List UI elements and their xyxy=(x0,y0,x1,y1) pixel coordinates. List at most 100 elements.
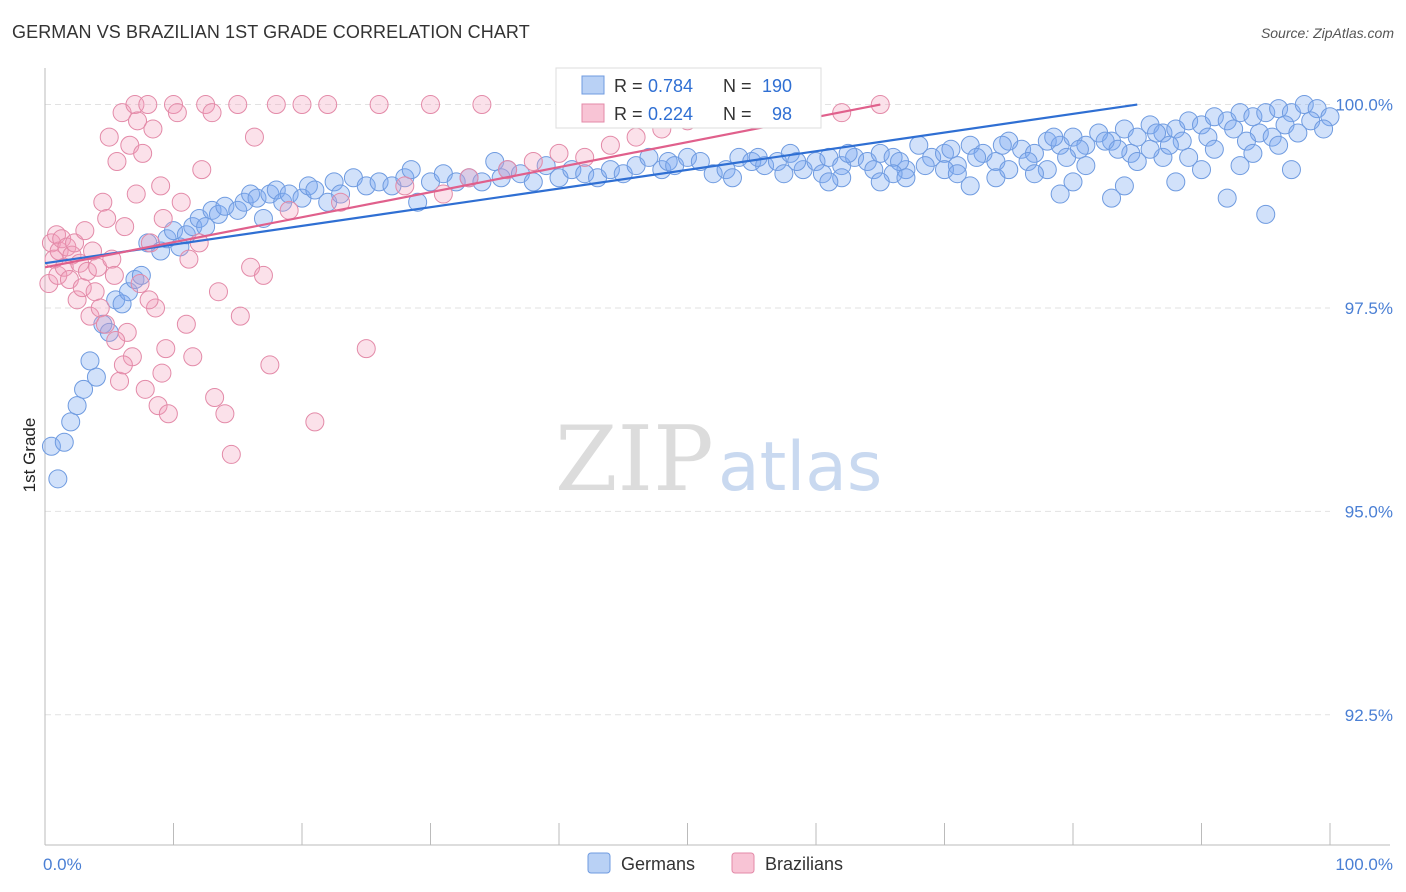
trend-lines xyxy=(44,103,1138,269)
brazilian-point xyxy=(167,103,187,123)
german-point xyxy=(941,139,961,159)
legend-swatch-germans xyxy=(581,75,605,95)
legend-bottom-germans: Germans xyxy=(621,854,695,874)
german-point xyxy=(1192,160,1211,180)
x-tick-label-1: 100.0% xyxy=(1335,855,1393,874)
german-point xyxy=(1063,172,1083,192)
german-point xyxy=(41,436,61,456)
german-point xyxy=(870,172,890,192)
brazilian-point xyxy=(395,176,415,196)
german-point xyxy=(838,143,858,163)
german-point xyxy=(1172,131,1192,151)
brazilian-point xyxy=(106,331,126,351)
y-tick-label-1: 97.5% xyxy=(1345,299,1393,318)
german-point xyxy=(401,160,421,180)
german-point xyxy=(1057,147,1077,167)
german-point xyxy=(74,379,94,399)
legend-r-label-germans: R = xyxy=(614,76,643,96)
y-tick-labels: 100.0% 97.5% 95.0% 92.5% xyxy=(1335,96,1393,725)
german-point xyxy=(1269,135,1289,155)
brazilian-point xyxy=(156,339,176,359)
german-point xyxy=(947,164,967,184)
german-point xyxy=(279,184,299,204)
brazilian-point xyxy=(523,152,543,172)
brazilian-point xyxy=(260,355,280,375)
german-point xyxy=(1024,164,1044,184)
brazilian-point xyxy=(318,95,338,115)
brazilian-point xyxy=(305,412,325,432)
german-point xyxy=(1230,103,1250,123)
brazilian-point xyxy=(113,355,133,375)
brazilian-point xyxy=(115,217,135,237)
legend-bottom-swatch-germans xyxy=(587,852,611,874)
brazilian-point xyxy=(77,261,97,281)
brazilian-point xyxy=(88,257,108,277)
german-point xyxy=(1114,176,1134,196)
legend-n-label-germans: N = xyxy=(723,76,752,96)
german-point xyxy=(1147,123,1167,143)
brazilian-point xyxy=(128,111,148,131)
legend-r-label-brazilians: R = xyxy=(614,104,643,124)
brazilian-point xyxy=(202,103,222,123)
german-point xyxy=(1127,152,1147,172)
brazilian-point xyxy=(139,290,159,310)
brazilian-point xyxy=(244,127,264,147)
brazilian-point xyxy=(183,347,203,367)
chart-source: Source: ZipAtlas.com xyxy=(1260,25,1394,41)
data-points xyxy=(39,95,1340,489)
german-point xyxy=(999,160,1019,180)
german-point xyxy=(1217,188,1237,208)
german-point xyxy=(164,221,183,241)
german-point xyxy=(870,143,890,163)
german-point xyxy=(67,396,87,416)
german-point xyxy=(935,160,954,180)
german-point xyxy=(266,180,286,200)
brazilian-point xyxy=(292,95,312,115)
german-point xyxy=(1314,119,1334,139)
german-point xyxy=(1236,131,1256,151)
brazilian-point xyxy=(148,396,168,416)
brazilian-point xyxy=(151,176,171,196)
brazilian-point xyxy=(80,306,100,326)
german-point xyxy=(1224,119,1244,139)
brazilian-point xyxy=(459,168,479,188)
brazilian-point xyxy=(152,363,172,383)
y-tick-label-3: 92.5% xyxy=(1345,706,1393,725)
german-point xyxy=(864,160,884,180)
german-point xyxy=(1140,139,1160,159)
german-point xyxy=(1153,123,1173,143)
german-point xyxy=(787,152,807,172)
brazilian-point xyxy=(192,160,212,180)
german-point xyxy=(1050,184,1070,204)
german-point xyxy=(703,164,723,184)
german-point xyxy=(408,192,428,212)
german-point xyxy=(896,168,916,188)
german-point xyxy=(722,168,742,188)
legend-n-label-brazilians: N = xyxy=(723,104,752,124)
series-legend: Germans Brazilians xyxy=(587,852,843,874)
german-point xyxy=(523,172,543,192)
german-point xyxy=(774,164,794,184)
brazilian-point xyxy=(279,200,299,220)
german-point xyxy=(832,168,852,188)
german-point xyxy=(1127,127,1147,147)
legend-n-value-germans: 190 xyxy=(762,76,792,96)
german-point xyxy=(1198,127,1218,147)
german-point xyxy=(1044,127,1064,147)
german-point xyxy=(1281,160,1301,180)
brazilian-point xyxy=(75,221,95,241)
brazilian-point xyxy=(158,404,178,424)
german-point xyxy=(86,367,106,387)
german-point xyxy=(1037,160,1057,180)
german-point xyxy=(1288,123,1308,143)
german-point xyxy=(369,172,389,192)
brazilian-point xyxy=(95,314,115,334)
german-point xyxy=(960,176,980,196)
brazilian-point xyxy=(331,192,351,212)
german-point xyxy=(305,180,325,200)
brazilian-trend-line xyxy=(44,103,881,269)
brazilian-point xyxy=(153,208,173,228)
brazilian-point xyxy=(93,192,113,212)
brazilian-point xyxy=(135,379,155,399)
german-point xyxy=(1102,188,1122,208)
